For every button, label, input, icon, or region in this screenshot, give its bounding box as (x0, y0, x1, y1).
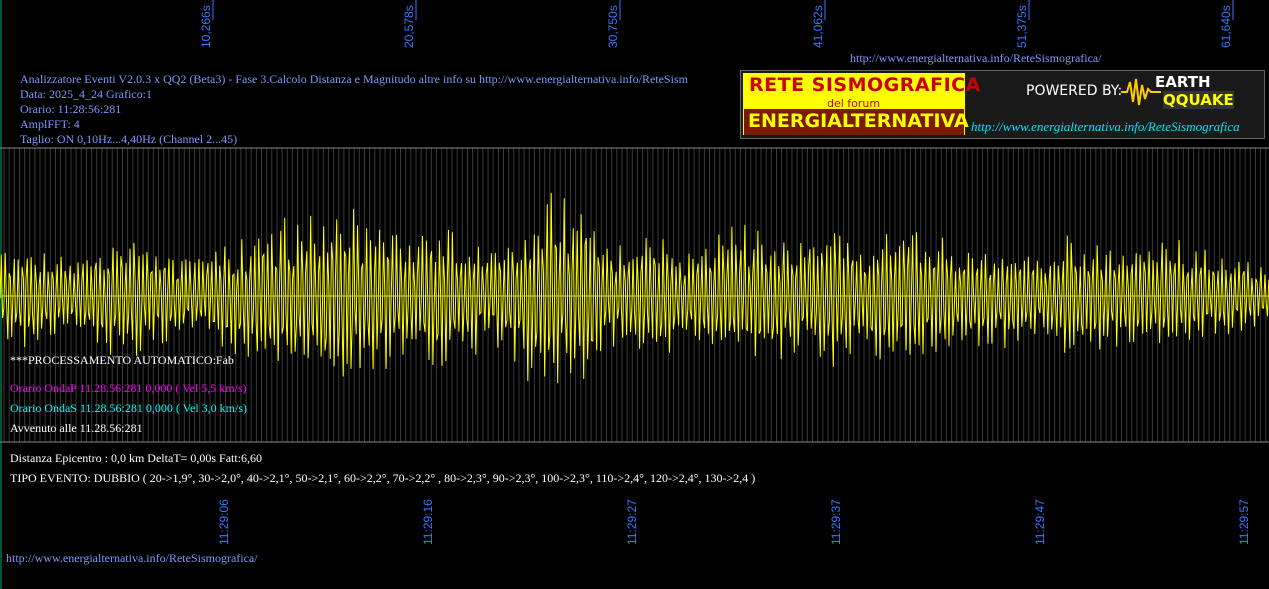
header-line-3: Orario: 11:28:56:281 (20, 102, 122, 116)
epicenter-distance: Distanza Epicentro : 0,0 km DeltaT= 0,00… (10, 451, 263, 465)
top-axis-ticks: 10,266s 20,578s 30,750s 41,062s 51,375s 61,64… (199, 0, 1234, 48)
bottom-tick-label: 11:29:27 (625, 499, 639, 545)
logo-url[interactable]: http://www.energialternativa.info/ReteSi… (971, 119, 1240, 134)
top-tick-label: 41,062s (811, 5, 825, 48)
processing-auto: ***PROCESSAMENTO AUTOMATICO:Fab (10, 353, 234, 367)
top-tick-label: 61,640s (1219, 5, 1233, 48)
top-tick-label: 10,266s (199, 5, 213, 48)
bottom-url[interactable]: http://www.energialternativa.info/ReteSi… (6, 551, 258, 565)
bottom-tick-label: 11:29:16 (421, 499, 435, 545)
event-time: Avvenuto alle 11.28.56:281 (10, 421, 143, 435)
bottom-tick-label: 11:29:37 (829, 499, 843, 545)
logo-title: RETE SISMOGRAFICA (749, 74, 981, 96)
earth-quake-logo-bottom: QQUAKE (1163, 91, 1234, 109)
bottom-tick-label: 11:29:47 (1033, 499, 1047, 545)
header-line-4: AmplFFT: 4 (20, 117, 80, 131)
logo-banner-text: ENERGIALTERNATIVA (748, 110, 969, 132)
header-line-5: Taglio: ON 0,10Hz...4,40Hz (Channel 2...… (20, 132, 238, 146)
top-tick-label: 30,750s (606, 5, 620, 48)
seismo-wave-icon (1121, 78, 1161, 106)
powered-by-label: POWERED BY: (1026, 83, 1123, 99)
event-type: TIPO EVENTO: DUBBIO ( 20->1,9°, 30->2,0°… (10, 471, 756, 485)
seismic-trace-line (0, 192, 1269, 384)
rete-sismografica-logo: RETE SISMOGRAFICA del forum ENERGIALTERN… (740, 70, 1265, 139)
header-line-2: Data: 2025_4_24 Grafico:1 (20, 87, 152, 101)
bottom-tick-label: 11:29:57 (1237, 499, 1251, 545)
logo-subtitle: del forum (827, 97, 881, 110)
onda-p-time: Orario OndaP 11.28.56:281 0,000 ( Vel 5,… (10, 381, 247, 395)
onda-s-time: Orario OndaS 11.28.56:281 0,000 ( Vel 3,… (10, 401, 247, 415)
top-url[interactable]: http://www.energialternativa.info/ReteSi… (850, 51, 1102, 65)
top-tick-label: 51,375s (1015, 5, 1029, 48)
top-tick-label: 20,578s (402, 5, 416, 48)
header-line-1: Analizzatore Eventi V2.0.3 x QQ2 (Beta3)… (20, 72, 688, 86)
seismic-trace (0, 192, 1269, 384)
logo-banner: ENERGIALTERNATIVA (744, 109, 969, 135)
bottom-axis-ticks: 11:29:06 11:29:16 11:29:27 11:29:37 11:29:47… (217, 499, 1251, 545)
bottom-tick-label: 11:29:06 (217, 499, 231, 545)
earth-quake-logo-top: EARTH (1155, 73, 1211, 91)
